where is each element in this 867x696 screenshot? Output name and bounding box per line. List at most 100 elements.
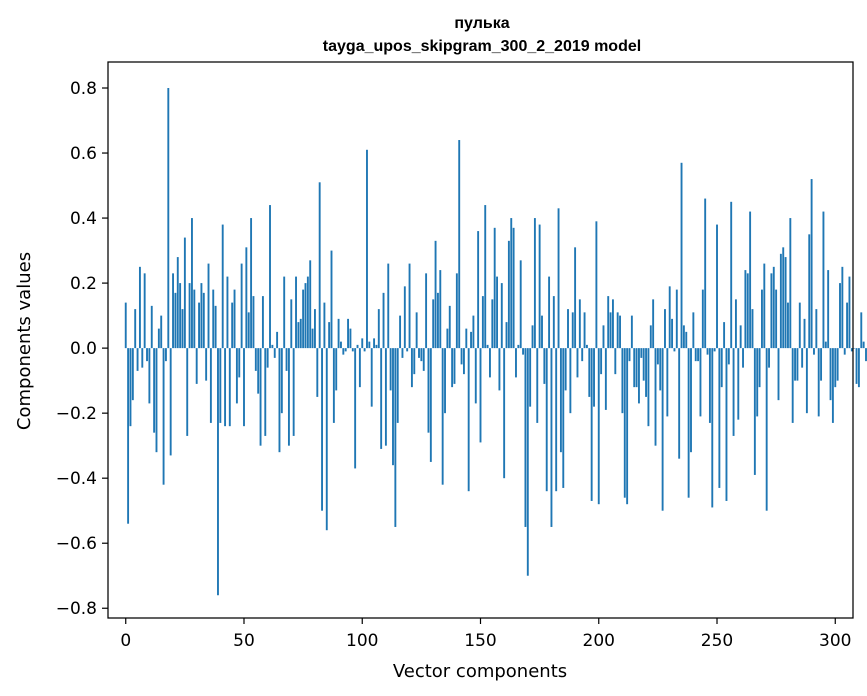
bar-115 — [396, 348, 399, 423]
bar-139 — [453, 348, 456, 384]
x-tick-label-1: 50 — [233, 631, 255, 651]
bar-64 — [276, 331, 279, 349]
bar-203 — [604, 348, 607, 410]
bar-81 — [316, 348, 319, 397]
bar-38 — [214, 305, 217, 349]
bar-182 — [555, 348, 558, 492]
bar-52 — [247, 312, 250, 349]
bar-256 — [730, 201, 733, 349]
bar-66 — [280, 348, 283, 414]
bar-284 — [796, 348, 799, 381]
bar-221 — [647, 348, 650, 427]
bar-194 — [583, 312, 586, 349]
bar-191 — [576, 348, 579, 378]
bar-164 — [512, 227, 515, 349]
bar-130 — [432, 299, 435, 349]
bar-175 — [538, 224, 541, 349]
bar-22 — [176, 257, 179, 349]
bar-5 — [136, 348, 139, 371]
bar-32 — [200, 283, 203, 349]
bar-147 — [472, 315, 475, 349]
bar-232 — [673, 348, 676, 352]
bar-58 — [261, 296, 264, 349]
bar-86 — [328, 322, 331, 349]
bar-258 — [734, 299, 737, 349]
bar-91 — [340, 341, 342, 349]
bar-111 — [387, 263, 390, 349]
bar-42 — [224, 348, 227, 427]
bar-251 — [718, 348, 721, 488]
bar-34 — [205, 348, 208, 381]
bar-141 — [458, 140, 461, 349]
y-tick-label-3: −0.2 — [56, 404, 97, 424]
bar-129 — [429, 348, 432, 462]
bar-106 — [375, 344, 378, 349]
bar-254 — [725, 348, 728, 501]
bar-168 — [522, 348, 525, 355]
bar-263 — [746, 273, 749, 349]
bar-1 — [127, 348, 130, 524]
bar-57 — [259, 348, 262, 446]
bar-226 — [659, 348, 662, 391]
bar-234 — [678, 348, 681, 459]
bar-29 — [193, 289, 196, 349]
bar-60 — [266, 348, 269, 368]
bar-78 — [309, 260, 312, 349]
bar-238 — [687, 348, 690, 498]
bar-15 — [160, 315, 163, 349]
bar-209 — [619, 315, 621, 349]
bar-109 — [382, 292, 385, 349]
bar-299 — [831, 348, 834, 423]
bar-8 — [143, 273, 146, 349]
bar-4 — [134, 309, 137, 349]
bar-102 — [366, 149, 368, 349]
bar-59 — [264, 348, 267, 436]
bar-160 — [503, 348, 506, 479]
bar-241 — [694, 348, 697, 362]
bar-281 — [789, 218, 792, 349]
bar-239 — [690, 348, 692, 453]
bar-140 — [455, 273, 458, 349]
bar-142 — [460, 348, 463, 365]
bar-303 — [841, 266, 844, 349]
bar-50 — [243, 348, 245, 427]
bar-199 — [595, 221, 598, 349]
bar-201 — [600, 348, 603, 375]
bar-113 — [392, 348, 394, 466]
bar-122 — [413, 348, 416, 375]
bar-310 — [857, 348, 860, 388]
bar-213 — [628, 348, 631, 362]
bar-40 — [219, 348, 222, 423]
bar-119 — [406, 348, 409, 352]
bar-282 — [791, 348, 794, 423]
bar-297 — [827, 270, 830, 349]
bar-271 — [765, 348, 768, 511]
bar-61 — [269, 205, 271, 349]
bar-240 — [692, 312, 695, 349]
bar-296 — [824, 341, 827, 349]
bar-79 — [311, 328, 314, 349]
bar-231 — [671, 318, 674, 349]
bar-110 — [384, 348, 387, 446]
bar-151 — [481, 296, 484, 349]
bar-260 — [739, 325, 742, 349]
bar-47 — [235, 348, 238, 404]
bar-184 — [559, 348, 562, 453]
bar-148 — [474, 348, 477, 404]
bar-185 — [562, 348, 565, 488]
bar-49 — [240, 263, 243, 349]
bar-312 — [862, 341, 865, 349]
bar-287 — [803, 318, 806, 349]
bar-16 — [162, 348, 165, 485]
bar-17 — [164, 348, 167, 362]
bar-233 — [675, 289, 678, 349]
y-axis-label: Components values — [14, 252, 35, 430]
bar-267 — [756, 348, 759, 417]
y-tick-label-0: −0.8 — [56, 599, 97, 619]
bar-88 — [332, 348, 335, 423]
bar-133 — [439, 270, 442, 349]
plot-frame — [107, 61, 854, 619]
bar-156 — [493, 227, 496, 349]
bar-276 — [777, 348, 780, 401]
